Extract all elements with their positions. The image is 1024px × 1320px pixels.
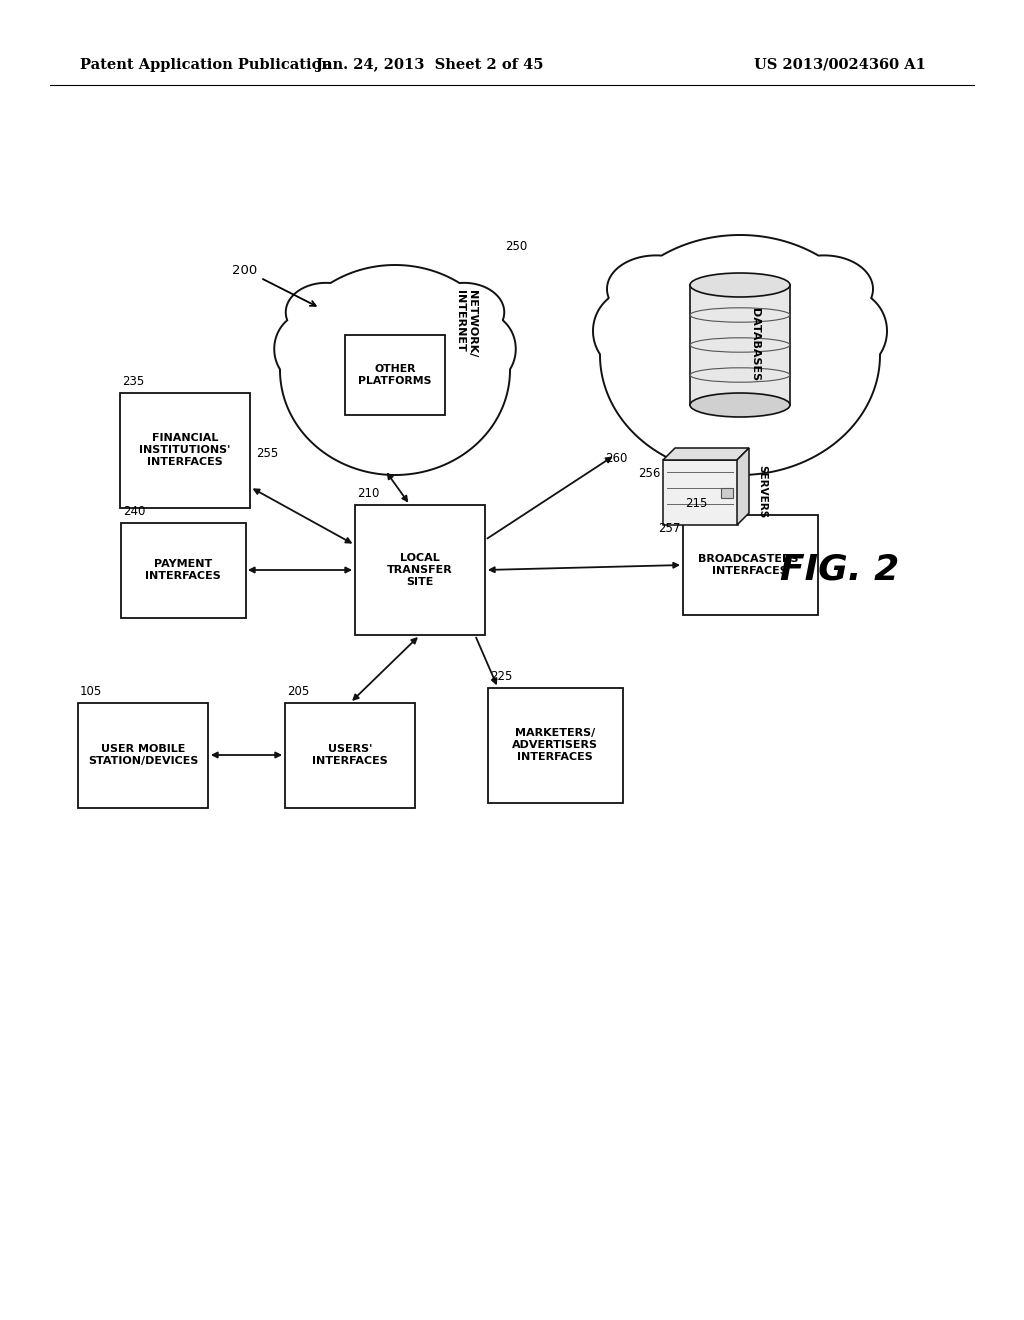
Text: NETWORK/
INTERNET: NETWORK/ INTERNET	[455, 290, 476, 358]
FancyArrowPatch shape	[254, 490, 351, 543]
Text: 235: 235	[122, 375, 144, 388]
Text: SERVERS: SERVERS	[757, 466, 767, 519]
Ellipse shape	[610, 319, 716, 414]
Text: 256: 256	[638, 467, 660, 480]
Bar	[78, 702, 208, 808]
Ellipse shape	[690, 273, 790, 297]
Text: 240: 240	[123, 506, 145, 517]
Ellipse shape	[424, 282, 504, 342]
Ellipse shape	[600, 235, 880, 475]
Text: 260: 260	[605, 451, 628, 465]
Ellipse shape	[286, 282, 367, 342]
Text: US 2013/0024360 A1: US 2013/0024360 A1	[754, 58, 926, 73]
Text: 255: 255	[256, 447, 278, 459]
Bar	[690, 285, 790, 405]
Text: OTHER
PLATFORMS: OTHER PLATFORMS	[358, 364, 432, 387]
Bar	[285, 702, 415, 808]
Text: MARKETERS/
ADVERTISERS
INTERFACES: MARKETERS/ ADVERTISERS INTERFACES	[512, 727, 598, 763]
Text: DATABASES: DATABASES	[750, 309, 760, 381]
Text: 200: 200	[232, 264, 315, 306]
Text: 205: 205	[287, 685, 309, 698]
Bar	[487, 688, 623, 803]
Text: Jan. 24, 2013  Sheet 2 of 45: Jan. 24, 2013 Sheet 2 of 45	[316, 58, 544, 73]
Bar	[663, 459, 738, 525]
Text: USERS'
INTERFACES: USERS' INTERFACES	[312, 743, 388, 766]
Bar	[355, 506, 485, 635]
Ellipse shape	[607, 255, 705, 322]
Bar	[721, 488, 733, 498]
FancyArrowPatch shape	[213, 752, 281, 758]
Text: 215: 215	[685, 498, 708, 510]
Text: 210: 210	[357, 487, 379, 500]
Polygon shape	[663, 447, 749, 459]
Ellipse shape	[280, 265, 510, 475]
Text: LOCAL
TRANSFER
SITE: LOCAL TRANSFER SITE	[387, 553, 453, 587]
Text: 250: 250	[505, 240, 527, 253]
Text: BROADCASTERS'
INTERFACES: BROADCASTERS' INTERFACES	[698, 554, 802, 577]
Ellipse shape	[593, 289, 677, 374]
Text: FIG. 2: FIG. 2	[780, 553, 900, 587]
Ellipse shape	[288, 338, 376, 422]
Ellipse shape	[338, 363, 429, 451]
FancyArrowPatch shape	[388, 474, 408, 502]
Ellipse shape	[670, 347, 782, 447]
FancyArrowPatch shape	[476, 638, 497, 684]
Ellipse shape	[690, 393, 790, 417]
FancyArrowPatch shape	[250, 568, 350, 573]
Polygon shape	[737, 447, 749, 525]
Bar	[345, 335, 445, 414]
Ellipse shape	[803, 289, 887, 374]
Ellipse shape	[446, 313, 516, 385]
Text: USER MOBILE
STATION/DEVICES: USER MOBILE STATION/DEVICES	[88, 743, 199, 766]
Ellipse shape	[742, 325, 849, 421]
Ellipse shape	[397, 343, 484, 428]
Bar	[683, 515, 817, 615]
Bar	[120, 392, 250, 507]
Text: 105: 105	[80, 685, 102, 698]
Text: 257: 257	[658, 521, 680, 535]
FancyArrowPatch shape	[353, 639, 417, 700]
Bar	[121, 523, 246, 618]
Ellipse shape	[274, 313, 343, 385]
Text: FINANCIAL
INSTITUTIONS'
INTERFACES: FINANCIAL INSTITUTIONS' INTERFACES	[139, 433, 230, 467]
Ellipse shape	[775, 255, 873, 322]
FancyArrowPatch shape	[487, 458, 611, 539]
Text: PAYMENT
INTERFACES: PAYMENT INTERFACES	[145, 558, 221, 581]
Text: 225: 225	[490, 671, 512, 682]
FancyArrowPatch shape	[489, 562, 678, 573]
Text: Patent Application Publication: Patent Application Publication	[80, 58, 332, 73]
